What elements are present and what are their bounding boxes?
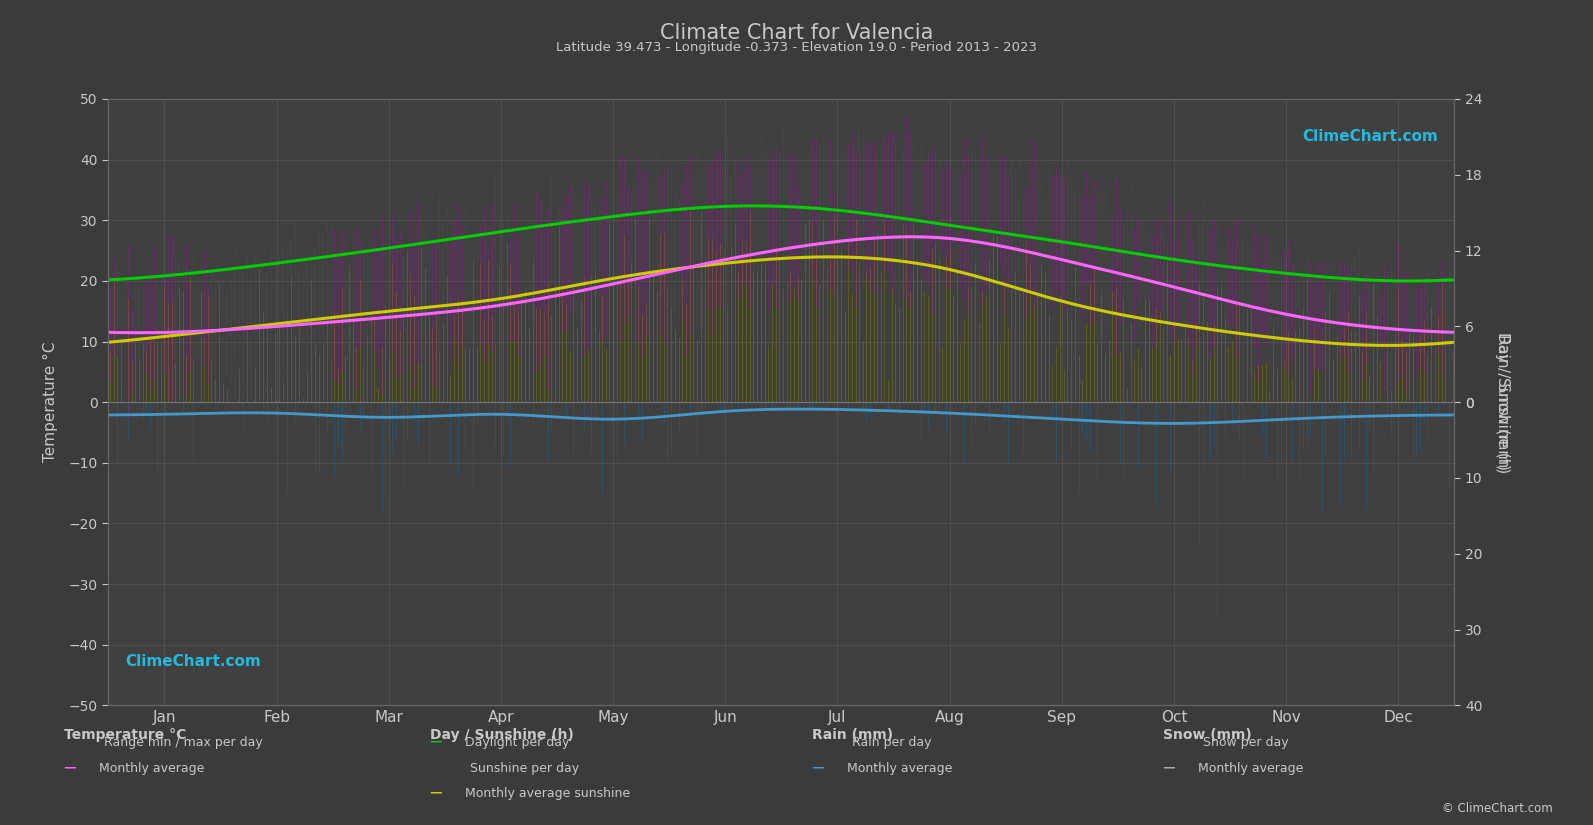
- Y-axis label: Day / Sunshine (h): Day / Sunshine (h): [1496, 332, 1510, 473]
- Text: ─: ─: [430, 733, 441, 752]
- Text: Monthly average: Monthly average: [847, 762, 953, 776]
- Text: ─: ─: [812, 760, 824, 778]
- Text: Climate Chart for Valencia: Climate Chart for Valencia: [660, 23, 933, 43]
- Text: Temperature °C: Temperature °C: [64, 728, 186, 742]
- Y-axis label: Rain / Snow (mm): Rain / Snow (mm): [1496, 334, 1510, 470]
- Text: ─: ─: [1163, 760, 1174, 778]
- Text: Range min / max per day: Range min / max per day: [104, 736, 263, 749]
- Text: Snow per day: Snow per day: [1203, 736, 1289, 749]
- Text: ClimeChart.com: ClimeChart.com: [1301, 130, 1437, 144]
- Text: Daylight per day: Daylight per day: [465, 736, 570, 749]
- Text: Monthly average: Monthly average: [1198, 762, 1303, 776]
- Text: ─: ─: [430, 785, 441, 803]
- Text: Sunshine per day: Sunshine per day: [470, 762, 580, 776]
- Y-axis label: Temperature °C: Temperature °C: [43, 342, 57, 463]
- Text: ─: ─: [64, 760, 75, 778]
- Text: © ClimeChart.com: © ClimeChart.com: [1442, 802, 1553, 815]
- Text: Rain per day: Rain per day: [852, 736, 932, 749]
- Text: Monthly average sunshine: Monthly average sunshine: [465, 787, 631, 800]
- Text: Monthly average: Monthly average: [99, 762, 204, 776]
- Text: Rain (mm): Rain (mm): [812, 728, 894, 742]
- Text: Latitude 39.473 - Longitude -0.373 - Elevation 19.0 - Period 2013 - 2023: Latitude 39.473 - Longitude -0.373 - Ele…: [556, 41, 1037, 54]
- Text: ClimeChart.com: ClimeChart.com: [126, 654, 261, 669]
- Text: Snow (mm): Snow (mm): [1163, 728, 1252, 742]
- Text: Day / Sunshine (h): Day / Sunshine (h): [430, 728, 573, 742]
